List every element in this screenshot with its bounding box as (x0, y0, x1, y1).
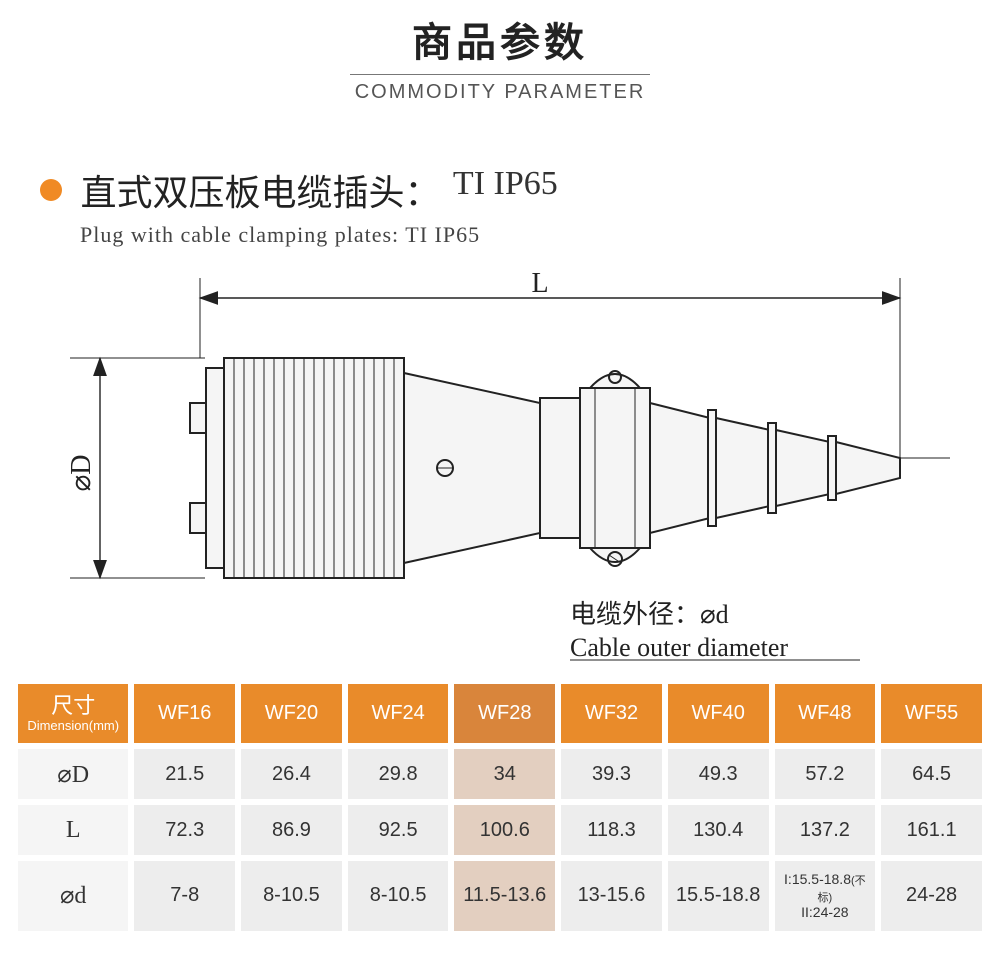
th-col: WF48 (772, 681, 879, 746)
table-cell: I:15.5-18.8(不标)II:24-28 (772, 858, 879, 933)
connector-diagram-svg: L ⌀D (30, 268, 970, 668)
th-col: WF40 (665, 681, 772, 746)
table-cell: 130.4 (665, 802, 772, 858)
table-cell: 8-10.5 (345, 858, 452, 933)
table-cell: 21.5 (131, 746, 238, 802)
table-cell: 39.3 (558, 746, 665, 802)
table-cell: 86.9 (238, 802, 345, 858)
table-cell: 11.5-13.6 (451, 858, 558, 933)
dim-label-L: L (531, 268, 548, 299)
section-title-code: TI IP65 (453, 165, 558, 202)
th-col: WF20 (238, 681, 345, 746)
row-label: ⌀d (15, 858, 131, 933)
table-cell: 26.4 (238, 746, 345, 802)
dim-label-D: ⌀D (66, 454, 97, 491)
th-col: WF28 (451, 681, 558, 746)
table-cell: 15.5-18.8 (665, 858, 772, 933)
table-cell: 34 (451, 746, 558, 802)
table-cell: 29.8 (345, 746, 452, 802)
table-cell: 8-10.5 (238, 858, 345, 933)
table-cell: 100.6 (451, 802, 558, 858)
title-divider (350, 74, 650, 75)
table-cell: 13-15.6 (558, 858, 665, 933)
th-dimension-cn: 尺寸 (22, 694, 124, 718)
table-cell: 64.5 (878, 746, 985, 802)
table-cell: 137.2 (772, 802, 879, 858)
section-title-cn: 直式双压板电缆插头： (80, 172, 440, 213)
cable-dia-label-en: Cable outer diameter (570, 633, 788, 662)
cable-dia-label-cn: 电缆外径：⌀d (570, 600, 729, 629)
section-heading: 直式双压板电缆插头： TI IP65 Plug with cable clamp… (40, 164, 960, 248)
table-row: L72.386.992.5100.6118.3130.4137.2161.1 (15, 802, 985, 858)
table-row: ⌀d7-88-10.58-10.511.5-13.613-15.615.5-18… (15, 858, 985, 933)
table-cell: 7-8 (131, 858, 238, 933)
table-cell: 57.2 (772, 746, 879, 802)
table-cell: 24-28 (878, 858, 985, 933)
spec-table-body: ⌀D21.526.429.83439.349.357.264.5L72.386.… (15, 746, 985, 933)
section-title-en: Plug with cable clamping plates: TI IP65 (80, 222, 960, 248)
table-cell: 161.1 (878, 802, 985, 858)
table-cell: 92.5 (345, 802, 452, 858)
dimension-table: 尺寸 Dimension(mm) WF16 WF20 WF24 WF28 WF3… (12, 678, 988, 937)
table-row: ⌀D21.526.429.83439.349.357.264.5 (15, 746, 985, 802)
th-col: WF16 (131, 681, 238, 746)
page-title-en: COMMODITY PARAMETER (0, 81, 1000, 104)
technical-diagram: L ⌀D (30, 268, 970, 668)
row-label: L (15, 802, 131, 858)
th-col: WF32 (558, 681, 665, 746)
spec-table: 尺寸 Dimension(mm) WF16 WF20 WF24 WF28 WF3… (12, 678, 988, 937)
th-dimension: 尺寸 Dimension(mm) (15, 681, 131, 746)
table-cell: 49.3 (665, 746, 772, 802)
page-title-block: 商品参数 COMMODITY PARAMETER (0, 0, 1000, 104)
table-cell: 72.3 (131, 802, 238, 858)
th-col: WF55 (878, 681, 985, 746)
th-col: WF24 (345, 681, 452, 746)
page-title-cn: 商品参数 (0, 10, 1000, 68)
bullet-icon (40, 179, 62, 201)
th-dimension-en: Dimension(mm) (22, 718, 124, 733)
row-label: ⌀D (15, 746, 131, 802)
table-cell: 118.3 (558, 802, 665, 858)
table-header-row: 尺寸 Dimension(mm) WF16 WF20 WF24 WF28 WF3… (15, 681, 985, 746)
